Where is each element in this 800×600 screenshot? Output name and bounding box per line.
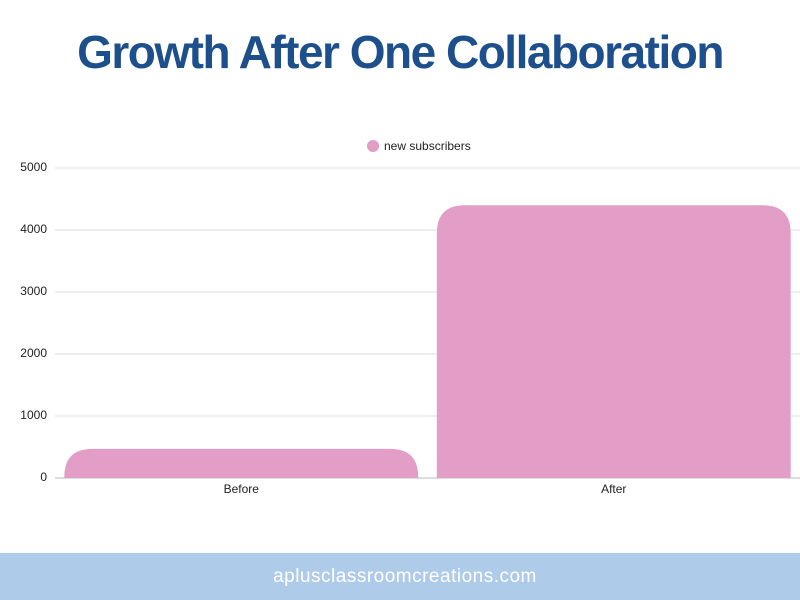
x-tick-label: After bbox=[601, 482, 626, 496]
footer-band bbox=[0, 553, 800, 600]
y-tick-label: 5000 bbox=[20, 160, 47, 174]
chart-title: Growth After One Collaboration bbox=[77, 26, 723, 78]
y-tick-label: 0 bbox=[40, 470, 47, 484]
y-tick-label: 4000 bbox=[20, 222, 47, 236]
bar bbox=[64, 448, 419, 478]
bar bbox=[436, 205, 791, 478]
y-tick-label: 3000 bbox=[20, 284, 47, 298]
y-tick-label: 1000 bbox=[20, 408, 47, 422]
y-tick-label: 2000 bbox=[20, 346, 47, 360]
legend-swatch bbox=[367, 140, 379, 152]
x-tick-label: Before bbox=[224, 482, 260, 496]
legend-label: new subscribers bbox=[384, 139, 471, 153]
footer-text: aplusclassroomcreations.com bbox=[273, 566, 537, 587]
